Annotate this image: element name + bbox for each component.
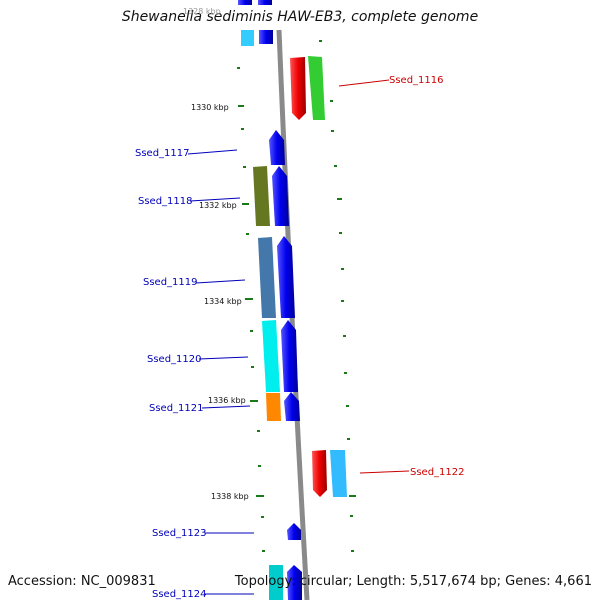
gene-partial-blue-c[interactable] [258, 0, 272, 5]
label-ssed-1124[interactable]: Ssed_1124 [152, 589, 207, 600]
scale-label-1336: 1336 kbp [208, 396, 246, 405]
label-ssed-1117[interactable]: Ssed_1117 [135, 148, 190, 159]
scale-label-1330: 1330 kbp [191, 103, 229, 112]
cog-ssed-1118[interactable] [253, 166, 270, 226]
label-ssed-1120[interactable]: Ssed_1120 [147, 354, 202, 365]
accession-text: Accession: NC_009831 [8, 574, 156, 589]
gene-ssed-1123[interactable] [287, 523, 301, 540]
label-ssed-1119[interactable]: Ssed_1119 [143, 277, 198, 288]
gene-partial-cyan[interactable] [241, 30, 254, 46]
label-ssed-1122[interactable]: Ssed_1122 [410, 467, 465, 478]
outer-tick-track [319, 40, 356, 552]
gene-ssed-1119[interactable] [277, 236, 295, 318]
gene-ssed-1121[interactable] [284, 392, 300, 421]
callout-ssed-1117 [187, 149, 238, 155]
cog-ssed-1124[interactable] [269, 565, 283, 600]
callout-ssed-1122 [359, 470, 410, 474]
callout-ssed-1118 [189, 197, 241, 202]
scale-label-1338: 1338 kbp [211, 492, 249, 501]
label-ssed-1123[interactable]: Ssed_1123 [152, 528, 207, 539]
callout-ssed-1119 [195, 279, 246, 284]
cog-ssed-1116[interactable] [308, 56, 325, 120]
callout-ssed-1121 [201, 405, 251, 409]
gene-ssed-1118[interactable] [272, 166, 289, 226]
map-title: Shewanella sediminis HAW-EB3, complete g… [121, 9, 479, 25]
gene-ssed-1116[interactable] [290, 57, 306, 120]
genome-stats-text: Topology: circular; Length: 5,517,674 bp… [234, 574, 592, 589]
scale-label-1332: 1332 kbp [199, 201, 237, 210]
callout-ssed-1116 [338, 79, 390, 87]
gene-ssed-1122[interactable] [312, 450, 327, 497]
gene-partial-blue-b[interactable] [238, 0, 252, 5]
scale-label-1328: 1328 kbp [183, 7, 221, 16]
label-ssed-1121[interactable]: Ssed_1121 [149, 403, 204, 414]
cog-ssed-1122[interactable] [330, 450, 347, 497]
cog-ssed-1119[interactable] [258, 237, 276, 318]
cog-ssed-1120[interactable] [262, 320, 280, 392]
cog-ssed-1121[interactable] [266, 393, 281, 421]
gene-ssed-1117[interactable] [269, 130, 285, 165]
label-ssed-1116[interactable]: Ssed_1116 [389, 75, 444, 86]
gene-ssed-1120[interactable] [281, 320, 298, 392]
label-ssed-1118[interactable]: Ssed_1118 [138, 196, 193, 207]
gene-partial-blue-a[interactable] [259, 30, 273, 44]
inner-tick-track [237, 67, 265, 552]
scale-label-1334: 1334 kbp [204, 297, 242, 306]
gene-ssed-1124[interactable] [287, 565, 302, 600]
callout-ssed-1120 [198, 356, 249, 360]
